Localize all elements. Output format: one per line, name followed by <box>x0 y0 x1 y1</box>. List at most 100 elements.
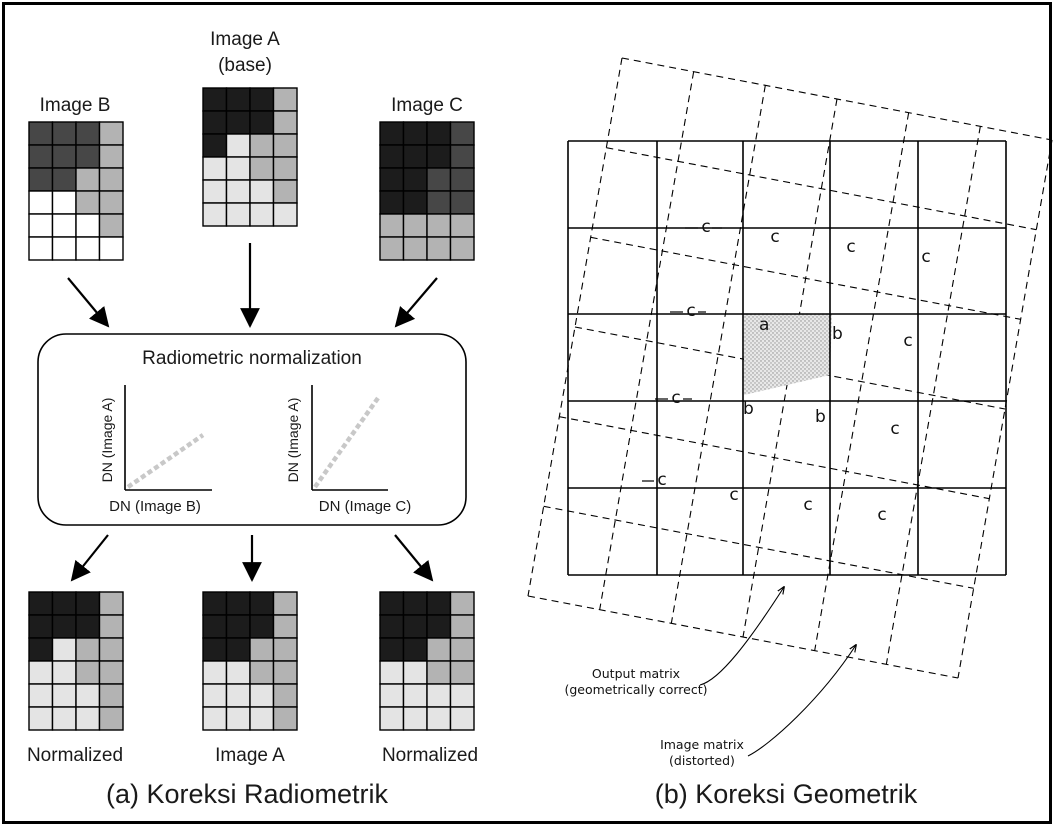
grid-cell <box>272 591 298 616</box>
grid-cell <box>449 213 475 238</box>
grid-cell <box>98 236 124 261</box>
point-b-label-3: b <box>815 407 826 427</box>
grid-cell <box>28 614 54 639</box>
grid-cell <box>75 236 101 261</box>
grid-cell <box>426 591 452 616</box>
grid-cell <box>98 660 124 685</box>
grid-cell <box>98 190 124 215</box>
grid-cell <box>75 190 101 215</box>
grid-cell <box>249 614 275 639</box>
grid-cell <box>272 637 298 662</box>
grid-cell <box>28 236 54 261</box>
grid-cell <box>426 121 452 146</box>
grid-cell <box>272 133 298 158</box>
image-grid-line <box>606 147 1037 231</box>
label-normalized-left: Normalized <box>27 745 123 766</box>
grid-cell <box>402 121 428 146</box>
grid-image-c <box>379 121 475 261</box>
grid-cell <box>225 591 251 616</box>
grid-cell <box>449 706 475 731</box>
grid-cell <box>249 133 275 158</box>
cell-label-c: c <box>686 301 695 321</box>
grid-cell <box>402 236 428 261</box>
grid-cell <box>75 637 101 662</box>
grid-cell <box>202 87 228 112</box>
label-image-a-base: (base) <box>218 55 272 76</box>
plot-right: DN (Image A) DN (Image C) <box>285 385 411 515</box>
grid-cell <box>98 144 124 169</box>
grid-cell <box>379 121 405 146</box>
grid-cell <box>75 683 101 708</box>
grid-cell <box>202 179 228 204</box>
grid-cell <box>51 144 77 169</box>
grid-cell <box>426 614 452 639</box>
plot-left-ylabel: DN (Image A) <box>99 398 115 483</box>
cell-labels: c c c c c c c c c c c c <box>642 217 931 525</box>
cell-label-c: c <box>729 485 738 505</box>
grid-normalized-center <box>202 591 298 731</box>
image-matrix-leader <box>747 645 856 757</box>
grid-cell <box>426 213 452 238</box>
grid-cell <box>379 213 405 238</box>
image-matrix-label-1: Image matrix <box>660 737 744 752</box>
grid-cell <box>449 167 475 192</box>
grid-cell <box>202 706 228 731</box>
grid-cell <box>202 133 228 158</box>
shaded-cell <box>744 314 832 395</box>
grid-cell <box>449 190 475 215</box>
output-matrix <box>567 140 1007 576</box>
grid-cell <box>28 683 54 708</box>
output-matrix-label-2: (geometrically correct) <box>564 682 707 697</box>
grid-cell <box>98 683 124 708</box>
grid-cell <box>379 706 405 731</box>
grid-cell <box>225 660 251 685</box>
grid-cell <box>202 591 228 616</box>
grid-cell <box>379 190 405 215</box>
grid-cell <box>402 144 428 169</box>
arrow-to-norm-right <box>394 534 434 582</box>
normalization-title: Radiometric normalization <box>142 348 362 369</box>
label-image-b: Image B <box>40 95 111 116</box>
grid-cell <box>249 660 275 685</box>
grid-cell <box>75 144 101 169</box>
grid-cell <box>272 683 298 708</box>
grid-cell <box>202 202 228 227</box>
grid-cell <box>249 179 275 204</box>
plot-left-trend <box>126 433 205 489</box>
grid-cell <box>379 683 405 708</box>
grid-cell <box>249 202 275 227</box>
cell-label-c: c <box>803 495 812 515</box>
cell-label-c: c <box>701 217 710 237</box>
cell-label-c: c <box>921 247 930 267</box>
grid-cell <box>51 591 77 616</box>
grid-cell <box>272 706 298 731</box>
grid-cell <box>225 706 251 731</box>
label-image-a-bottom: Image A <box>215 745 285 766</box>
grid-cell <box>449 591 475 616</box>
grid-cell <box>75 121 101 146</box>
grid-cell <box>379 660 405 685</box>
grid-cell <box>449 683 475 708</box>
grid-cell <box>51 121 77 146</box>
grid-cell <box>225 637 251 662</box>
image-matrix-label-2: (distorted) <box>669 753 735 768</box>
grid-cell <box>379 591 405 616</box>
grid-cell <box>225 110 251 135</box>
grid-cell <box>75 706 101 731</box>
grid-cell <box>402 190 428 215</box>
grid-cell <box>51 683 77 708</box>
output-matrix-leader <box>699 587 784 686</box>
cell-label-c: c <box>671 388 680 408</box>
grid-cell <box>28 144 54 169</box>
grid-cell <box>249 110 275 135</box>
grid-cell <box>379 167 405 192</box>
grid-cell <box>402 591 428 616</box>
grid-cell <box>202 614 228 639</box>
grid-normalized-left <box>28 591 124 731</box>
grid-cell <box>51 637 77 662</box>
grid-cell <box>402 706 428 731</box>
grid-cell <box>51 190 77 215</box>
grid-cell <box>426 660 452 685</box>
grid-cell <box>426 706 452 731</box>
grid-cell <box>28 167 54 192</box>
